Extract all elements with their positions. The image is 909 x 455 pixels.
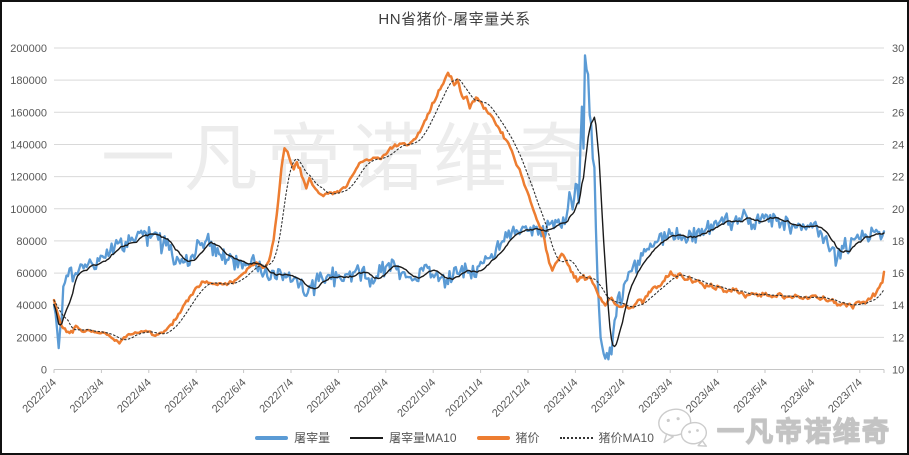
x-axis-line <box>53 369 885 373</box>
svg-text:2022/11/4: 2022/11/4 <box>443 377 486 420</box>
svg-text:30: 30 <box>892 43 904 55</box>
svg-text:16: 16 <box>892 268 904 280</box>
right-axis-labels: 10 12 14 16 18 20 22 24 26 28 30 <box>892 43 904 377</box>
svg-text:2022/3/4: 2022/3/4 <box>68 377 107 416</box>
legend-label: 猪价MA10 <box>598 431 654 445</box>
svg-text:2023/1/4: 2023/1/4 <box>542 377 581 416</box>
svg-text:22: 22 <box>892 172 904 184</box>
svg-text:2023/5/4: 2023/5/4 <box>731 377 770 416</box>
series-line-猪价MA10 <box>53 78 885 341</box>
legend-swatch-price <box>476 435 510 440</box>
svg-text:0: 0 <box>41 365 47 377</box>
left-axis-labels: 0 20000 40000 60000 80000 100000 120000 140000 1… <box>10 43 47 377</box>
series-line-猪价 <box>52 71 886 345</box>
legend-item-price-ma10: 猪价MA10 <box>559 429 654 446</box>
x-axis-labels: 2022/2/4 2022/3/4 2022/4/4 2022/5/4 2022/6/4… <box>20 377 865 420</box>
svg-text:120000: 120000 <box>10 172 47 184</box>
svg-text:2022/2/4: 2022/2/4 <box>20 377 59 416</box>
svg-text:18: 18 <box>892 236 904 248</box>
svg-text:2022/9/4: 2022/9/4 <box>352 377 391 416</box>
series-line-屠宰量MA10 <box>53 116 885 348</box>
chart-title: HN省猪价-屠宰量关系 <box>378 11 531 28</box>
legend-swatch-slaughter <box>255 435 289 440</box>
svg-text:2022/10/4: 2022/10/4 <box>395 377 438 420</box>
gridlines <box>54 47 884 338</box>
legend-label: 屠宰量MA10 <box>389 431 457 445</box>
svg-text:2022/6/4: 2022/6/4 <box>210 377 249 416</box>
svg-text:12: 12 <box>892 332 904 344</box>
svg-text:2022/7/4: 2022/7/4 <box>257 377 296 416</box>
svg-text:2022/4/4: 2022/4/4 <box>115 377 154 416</box>
series-line-屠宰量 <box>52 54 886 361</box>
svg-text:24: 24 <box>892 140 904 152</box>
legend-item-price: 猪价 <box>476 429 540 446</box>
svg-text:2023/2/4: 2023/2/4 <box>589 377 628 416</box>
svg-text:20000: 20000 <box>16 332 47 344</box>
svg-text:180000: 180000 <box>10 75 47 87</box>
legend-label: 猪价 <box>515 431 540 445</box>
svg-text:2023/6/4: 2023/6/4 <box>779 377 818 416</box>
svg-text:80000: 80000 <box>16 236 47 248</box>
svg-text:2022/5/4: 2022/5/4 <box>163 377 202 416</box>
legend-swatch-slaughter-ma10 <box>350 436 384 439</box>
svg-text:40000: 40000 <box>16 300 47 312</box>
svg-text:10: 10 <box>892 365 904 377</box>
svg-text:26: 26 <box>892 107 904 119</box>
svg-text:200000: 200000 <box>10 43 47 55</box>
svg-text:2022/8/4: 2022/8/4 <box>305 377 344 416</box>
svg-text:140000: 140000 <box>10 140 47 152</box>
svg-text:20: 20 <box>892 204 904 216</box>
svg-text:160000: 160000 <box>10 107 47 119</box>
legend-swatch-price-ma10 <box>559 436 593 439</box>
legend-item-slaughter: 屠宰量 <box>255 429 330 446</box>
svg-text:2023/7/4: 2023/7/4 <box>826 377 865 416</box>
svg-text:100000: 100000 <box>10 204 47 216</box>
svg-text:28: 28 <box>892 75 904 87</box>
svg-text:14: 14 <box>892 300 904 312</box>
legend-item-slaughter-ma10: 屠宰量MA10 <box>350 429 457 446</box>
svg-text:2023/4/4: 2023/4/4 <box>684 377 723 416</box>
svg-text:2023/3/4: 2023/3/4 <box>637 377 676 416</box>
chart-legend: 屠宰量 屠宰量MA10 猪价 猪价MA10 <box>2 429 907 446</box>
data-series <box>52 54 886 361</box>
svg-text:60000: 60000 <box>16 268 47 280</box>
legend-label: 屠宰量 <box>294 431 331 445</box>
svg-text:2022/12/4: 2022/12/4 <box>490 377 533 420</box>
